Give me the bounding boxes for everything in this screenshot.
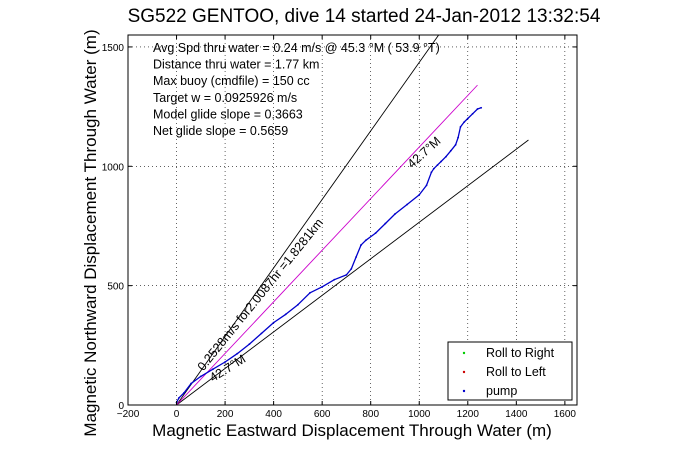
series-point <box>296 303 299 306</box>
series-point <box>364 239 367 242</box>
y-tick-label: 1500 <box>102 43 125 54</box>
series-point <box>449 149 452 152</box>
series-point <box>459 126 462 128</box>
stats-line: Target w = 0.0925926 m/s <box>153 91 297 105</box>
x-tick-label: 800 <box>362 409 379 420</box>
series-point <box>463 121 466 124</box>
stats-line: Net glide slope = 0.5659 <box>153 124 288 138</box>
x-tick-label: 1600 <box>554 409 577 420</box>
series-point <box>236 352 239 355</box>
x-tick-label: 0 <box>174 409 180 420</box>
reference-line-shallow <box>176 139 529 405</box>
series-point <box>272 321 275 324</box>
series-point <box>284 313 287 316</box>
series-point <box>182 392 185 394</box>
legend-label: pump <box>486 384 517 398</box>
series-point <box>178 396 180 399</box>
series-point <box>480 106 483 109</box>
legend-label: Roll to Right <box>486 346 555 360</box>
x-tick-label: 600 <box>314 409 331 420</box>
series-point <box>321 285 324 288</box>
series-point <box>384 222 387 225</box>
x-axis-label: Magnetic Eastward Displacement Through W… <box>152 421 552 440</box>
legend-marker <box>462 351 466 355</box>
series-point <box>212 368 214 371</box>
series-point <box>333 278 336 281</box>
x-tick-label: −200 <box>117 409 140 420</box>
reference-line-heading <box>176 84 478 405</box>
series-point <box>454 143 457 146</box>
series-point <box>260 332 263 335</box>
series-point <box>418 194 421 196</box>
legend-marker <box>462 370 466 374</box>
x-tick-label: 1400 <box>505 409 528 420</box>
series-point <box>425 184 428 187</box>
x-tick-label: 400 <box>265 409 282 420</box>
series-point <box>466 117 469 120</box>
series-point <box>440 160 442 163</box>
stats-line: Max buoy (cmdfile) = 150 cc <box>153 74 310 88</box>
stats-line: Model glide slope = 0.3663 <box>153 107 303 121</box>
series-point <box>457 136 459 139</box>
series-point <box>436 164 439 166</box>
series-point <box>360 244 362 246</box>
plot-frame <box>127 34 578 406</box>
x-tick-label: 200 <box>217 409 234 420</box>
series-point <box>224 361 226 363</box>
x-tick-label: 1200 <box>457 409 480 420</box>
x-tick-label: 1000 <box>408 409 431 420</box>
stats-line: Distance thru water = 1.77 km <box>153 58 319 72</box>
y-tick-label: 1000 <box>102 162 125 173</box>
legend-marker <box>462 389 466 393</box>
series-point <box>248 343 251 346</box>
series-point <box>394 213 396 215</box>
series-point <box>190 382 193 385</box>
y-tick-label: 500 <box>107 282 124 293</box>
y-tick-label: 0 <box>118 401 124 412</box>
reference-line-steep <box>176 35 440 405</box>
y-axis-label: Magnetic Northward Displacement Through … <box>81 29 100 436</box>
series-point <box>476 108 479 110</box>
reference-lines <box>176 35 529 405</box>
legend-box <box>447 341 573 401</box>
series-point <box>355 256 358 258</box>
stats-line: Avg Spd thru water = 0.24 m/s @ 45.3 °M … <box>153 41 440 55</box>
series-point <box>471 112 474 115</box>
series-point <box>350 268 353 270</box>
series-point <box>199 375 202 378</box>
chart-title: SG522 GENTOO, dive 14 started 24-Jan-201… <box>128 6 601 27</box>
series-point <box>309 291 311 294</box>
series-point <box>345 274 348 276</box>
series-point <box>430 171 433 174</box>
series-point <box>374 232 377 235</box>
series-point <box>445 155 447 158</box>
series-point <box>406 203 409 206</box>
legend-label: Roll to Left <box>486 365 546 379</box>
series-point <box>432 167 435 170</box>
